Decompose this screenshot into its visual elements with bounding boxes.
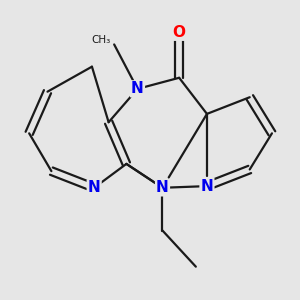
- Text: CH₃: CH₃: [92, 35, 111, 45]
- Text: N: N: [156, 180, 169, 195]
- Text: N: N: [201, 178, 213, 194]
- Text: O: O: [173, 25, 186, 40]
- Text: N: N: [131, 81, 144, 96]
- Text: N: N: [88, 180, 100, 195]
